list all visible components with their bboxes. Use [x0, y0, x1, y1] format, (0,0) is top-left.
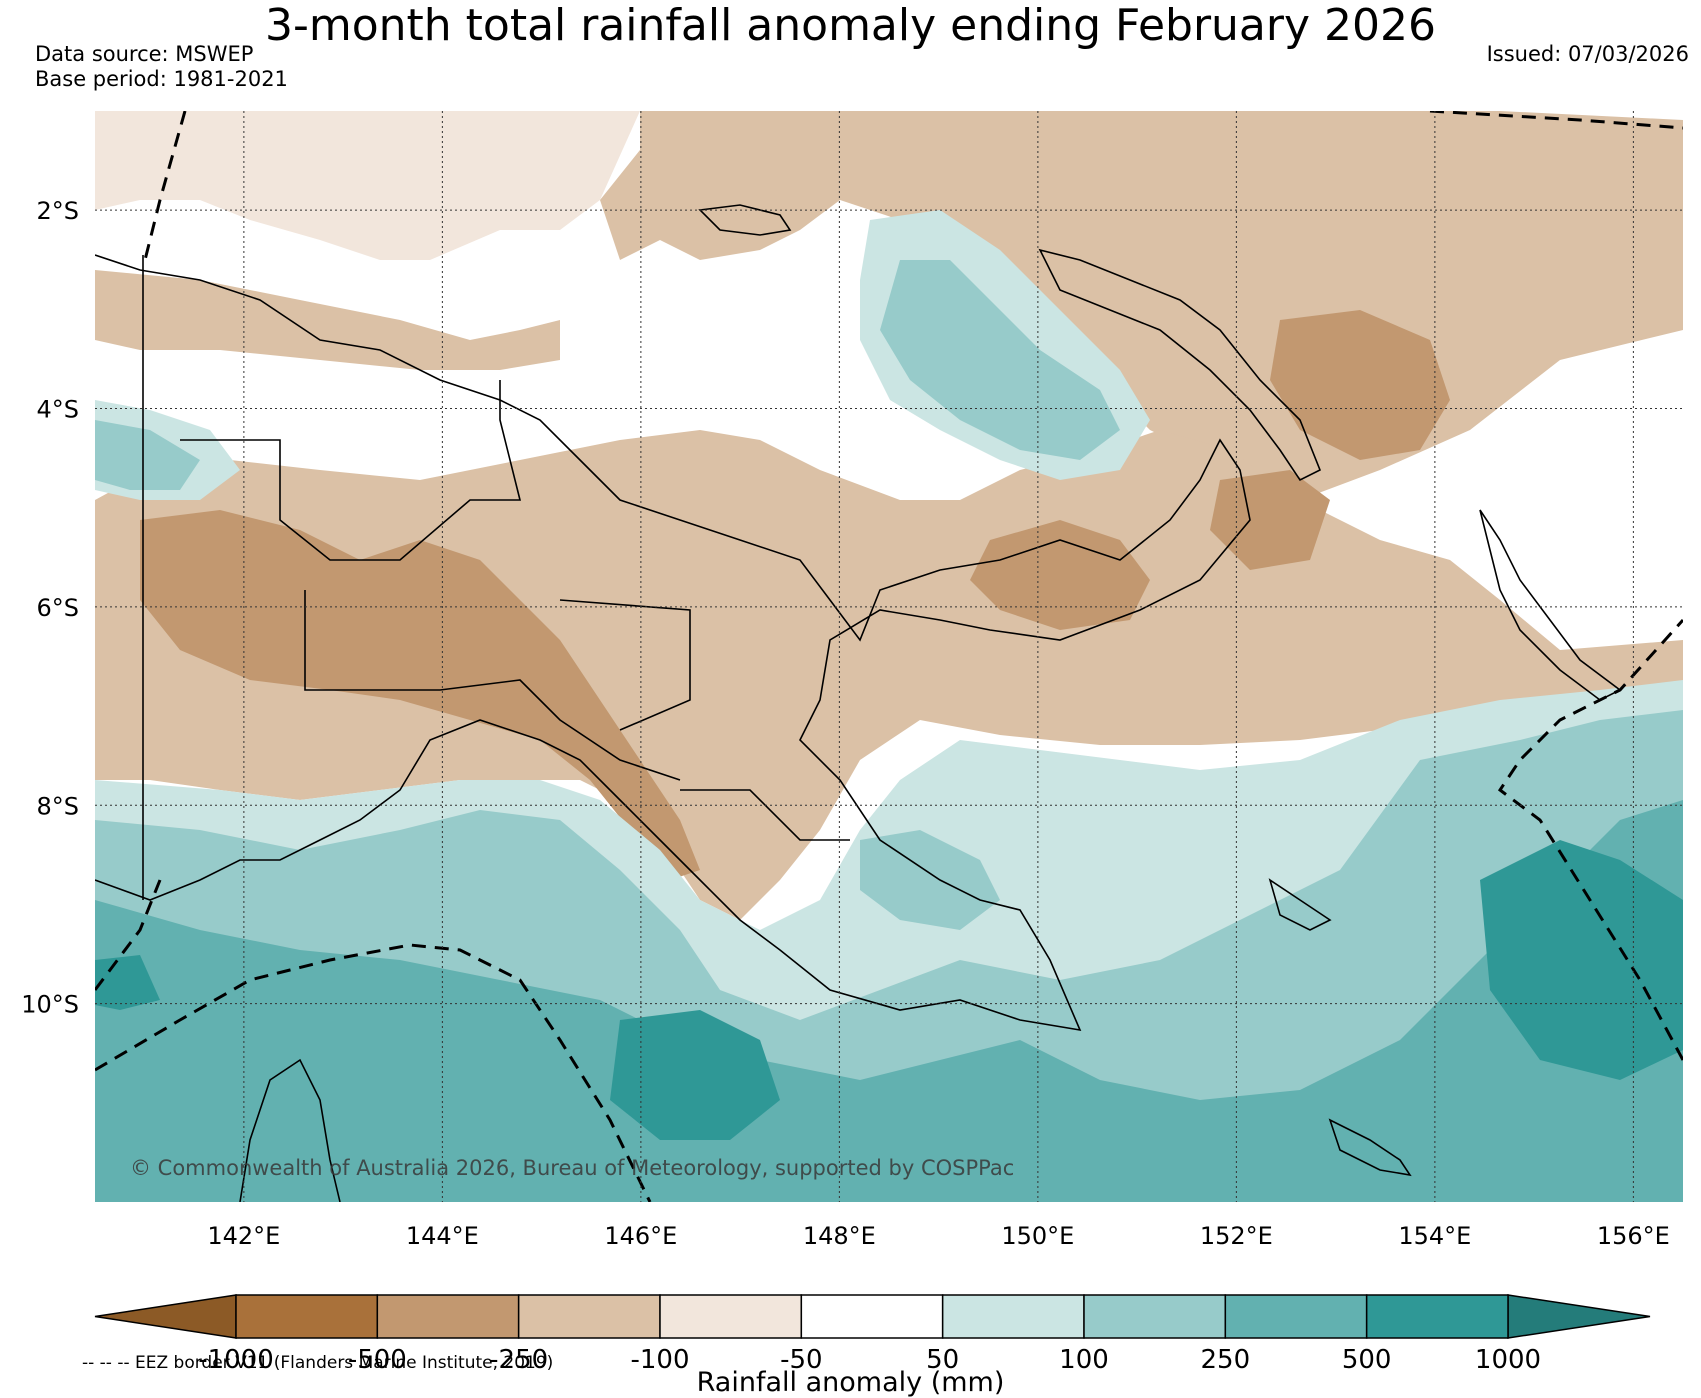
solomons-coast — [1328, 1118, 1412, 1177]
lon-tick-label: 156°E — [1597, 1222, 1670, 1250]
anomaly-field — [95, 111, 1683, 1202]
base-period: Base period: 1981-2021 — [35, 67, 288, 91]
eez-border-south — [95, 943, 652, 1202]
lon-tick-label: 144°E — [406, 1222, 479, 1250]
eez-border-southeast — [1497, 618, 1683, 1061]
colorbar-tick-label: 250 — [1201, 1345, 1251, 1375]
province-line-3 — [559, 599, 691, 731]
new-britain-coast — [1038, 248, 1322, 482]
colorbar-tick-label: -500 — [348, 1345, 407, 1375]
province-line-1 — [180, 380, 522, 561]
eez-borders — [95, 111, 1683, 1202]
colorbar: -1000 -500 -250 -100 -50 50 100 250 500 1000 — [94, 1294, 1651, 1375]
lon-tick-label: 148°E — [803, 1222, 876, 1250]
map-title: 3-month total rainfall anomaly ending Fe… — [264, 0, 1436, 51]
lon-tick-label: 152°E — [1200, 1222, 1273, 1250]
dry-zone-png-highlands — [970, 520, 1150, 630]
colorbar-tick-label: -50 — [780, 1345, 822, 1375]
lon-tick-label: 150°E — [1001, 1222, 1074, 1250]
colorbar-under-triangle — [94, 1294, 237, 1339]
latitude-labels: 2°S 4°S 6°S 8°S 10°S — [21, 197, 79, 1018]
eez-border-southwest — [95, 879, 162, 991]
new-guinea-coast — [95, 254, 1251, 1032]
colorbar-tick-label: 500 — [1342, 1345, 1392, 1375]
colorbar-tick-label: 100 — [1059, 1345, 1109, 1375]
copyright-credit: © Commonwealth of Australia 2026, Bureau… — [130, 1156, 1014, 1180]
lat-tick-label: 10°S — [21, 991, 79, 1019]
dry-zone-center-spot — [1210, 470, 1330, 570]
colorbar-tick-label: 50 — [926, 1345, 959, 1375]
colorbar-segment — [941, 1294, 1085, 1339]
lon-tick-label: 154°E — [1398, 1222, 1471, 1250]
colorbar-title: Rainfall anomaly (mm) — [696, 1367, 1005, 1398]
wet-zone-milne-bay — [860, 830, 1000, 930]
colorbar-tick-label: -250 — [489, 1345, 548, 1375]
manus-coast — [698, 204, 792, 236]
source-info: Data source: MSWEP Base period: 1981-202… — [35, 42, 288, 92]
wet-zone-west-inner — [95, 420, 200, 490]
colorbar-segment — [517, 1294, 661, 1339]
colorbar-segment — [1365, 1294, 1509, 1339]
issued-date: Issued: 07/03/2026 — [1486, 42, 1689, 66]
colorbar-segment — [800, 1294, 944, 1339]
dry-zone-northwest — [95, 111, 640, 260]
province-line-4 — [680, 789, 850, 841]
colorbar-segment — [659, 1294, 803, 1339]
eez-border-note: -- -- -- EEZ border V11 (Flanders Marine… — [82, 1353, 554, 1373]
colorbar-tick-label: 1000 — [1475, 1345, 1541, 1375]
lat-tick-label: 6°S — [36, 594, 79, 622]
bougainville-coast — [1268, 878, 1332, 931]
coastlines — [95, 204, 1622, 1202]
data-source: Data source: MSWEP — [35, 42, 254, 66]
lat-tick-label: 4°S — [36, 396, 79, 424]
colorbar-segment — [1083, 1294, 1227, 1339]
lon-tick-label: 142°E — [207, 1222, 280, 1250]
colorbar-segment — [1224, 1294, 1368, 1339]
dry-zone-east-island — [1270, 310, 1450, 460]
cape-york-coast — [239, 1058, 341, 1202]
lat-tick-label: 8°S — [36, 792, 79, 820]
new-ireland-coast — [1479, 509, 1622, 701]
colorbar-segment — [235, 1294, 379, 1339]
wet-zone-bismarck-inner — [880, 260, 1120, 460]
eez-border-northeast — [1429, 111, 1683, 130]
dry-zone-nw-strip — [95, 270, 560, 370]
colorbar-tick-label: -1000 — [198, 1345, 274, 1375]
wet-zone-south-strong-2 — [1480, 840, 1683, 1080]
colorbar-over-triangle — [1507, 1294, 1651, 1339]
lon-tick-label: 146°E — [604, 1222, 677, 1250]
wet-zone-south-mid — [95, 800, 1683, 1202]
colorbar-tick-label: -100 — [630, 1345, 689, 1375]
dry-zone-central-mid — [140, 510, 700, 880]
eez-border-west — [143, 111, 187, 261]
graticule — [95, 111, 1683, 1202]
lat-tick-label: 2°S — [36, 197, 79, 225]
wet-zone-south-strong-1 — [610, 1010, 780, 1140]
colorbar-segment — [376, 1294, 520, 1339]
province-line-2 — [304, 590, 681, 781]
longitude-labels: 142°E 144°E 146°E 148°E 150°E 152°E 154°E 156°E — [207, 1222, 1669, 1250]
